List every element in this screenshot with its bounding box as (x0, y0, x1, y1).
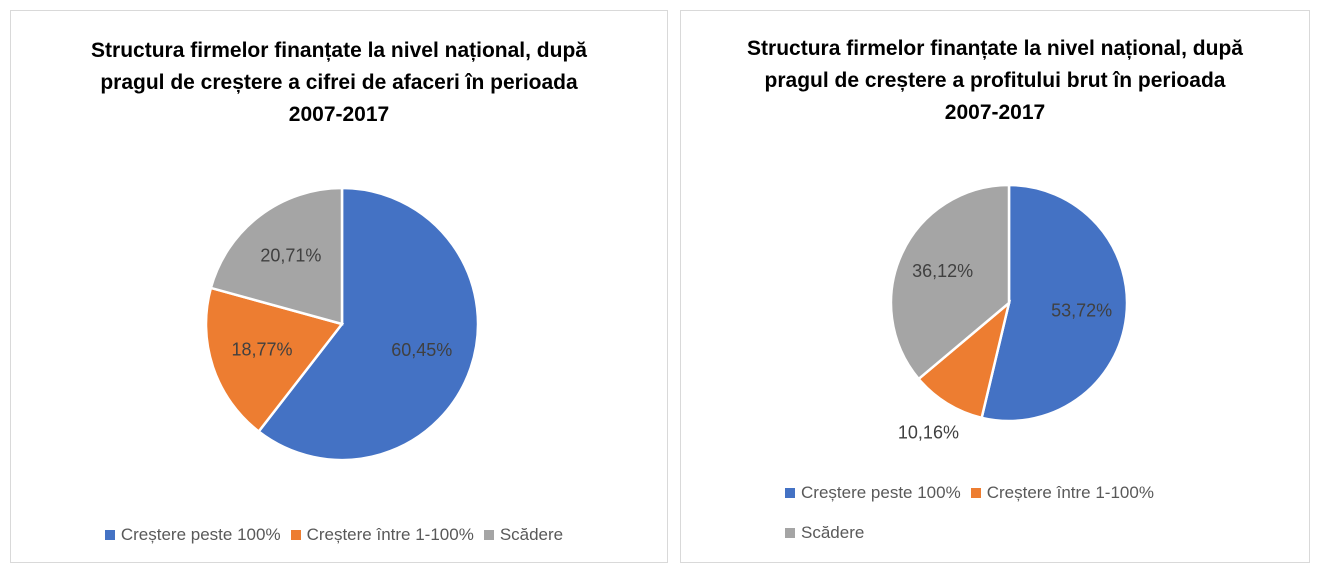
pie-slice (889, 183, 1011, 381)
legend-item: Scădere (483, 525, 564, 545)
pie-slice (980, 183, 1129, 423)
legend: Creștere peste 100% Creștere între 1-100%… (785, 483, 1205, 543)
chart-panel: Structura firmelor finanțate la nivel na… (680, 10, 1310, 563)
pie: 53,72% 10,16% 36,12% (889, 183, 1129, 442)
pie-slice (916, 299, 1012, 420)
legend: Creștere peste 100% Creștere între 1-100%… (11, 525, 667, 545)
legend-item: Creștere peste 100% (785, 483, 961, 503)
legend-item: Creștere între 1-100% (290, 525, 474, 545)
data-label: 60,45% (391, 340, 452, 360)
legend-swatch (785, 528, 795, 538)
legend-swatch (104, 530, 115, 540)
legend-item: Creștere peste 100% (104, 525, 281, 545)
chart-panel: Structura firmelor finanțate la nivel na… (10, 10, 668, 563)
data-label: 20,71% (260, 246, 321, 266)
data-label: 53,72% (1051, 300, 1112, 320)
pie: 60,45% 18,77% 20,71% (204, 186, 480, 462)
legend-label: Creștere între 1-100% (306, 525, 474, 544)
legend-item: Creștere între 1-100% (970, 483, 1154, 503)
legend-label: Scădere (499, 525, 564, 544)
pie-slice (204, 286, 345, 434)
data-label: 10,16% (898, 422, 959, 442)
legend-swatch (290, 530, 301, 540)
legend-label: Creștere peste 100% (801, 483, 961, 502)
legend-item: Scădere (785, 523, 864, 543)
chart-title: Structura firmelor finanțate la nivel na… (747, 37, 1243, 124)
legend-swatch (785, 488, 795, 498)
legend-label: Creștere între 1-100% (986, 483, 1154, 502)
legend-swatch (483, 530, 494, 540)
pie-slice (256, 186, 480, 462)
chart-title: Structura firmelor finanțate la nivel na… (91, 39, 587, 126)
data-label: 36,12% (912, 261, 973, 281)
legend-swatch (970, 488, 981, 498)
data-label: 18,77% (231, 339, 292, 359)
legend-label: Creștere peste 100% (120, 525, 281, 544)
pie-slice (209, 186, 344, 326)
legend-label: Scădere (801, 523, 865, 542)
